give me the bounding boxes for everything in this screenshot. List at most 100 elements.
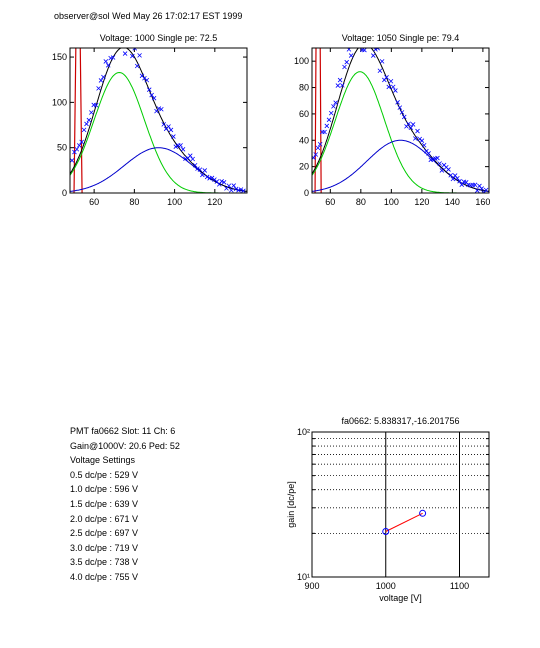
data-point — [137, 53, 142, 58]
data-point — [419, 138, 425, 143]
data-point — [408, 125, 414, 131]
x-tick-label: 100 — [384, 197, 399, 207]
data-point — [146, 87, 152, 92]
data-point — [386, 84, 392, 90]
data-point — [328, 110, 334, 116]
plot-area — [70, 48, 247, 193]
data-point — [190, 156, 195, 162]
data-point — [448, 172, 453, 178]
data-point — [397, 105, 403, 110]
data-point — [241, 188, 246, 193]
data-point — [401, 114, 407, 120]
data-point — [315, 145, 321, 151]
data-point — [105, 63, 111, 68]
x-tick-label: 900 — [304, 581, 319, 591]
data-point — [204, 174, 210, 180]
data-point — [370, 53, 376, 58]
plot-frame — [69, 47, 248, 194]
y-tick-label: 10² — [297, 427, 310, 437]
data-point — [122, 51, 128, 56]
y-tick-label: 150 — [52, 52, 67, 62]
plot-frame — [311, 431, 490, 578]
data-point — [195, 166, 200, 171]
y-tick-label: 40 — [299, 135, 309, 145]
data-point — [238, 187, 244, 192]
data-point — [474, 188, 480, 193]
data-point — [344, 59, 349, 65]
data-point — [446, 167, 451, 172]
data-point — [233, 186, 239, 192]
x-tick-label: 1100 — [450, 581, 469, 591]
y-tick-label: 80 — [299, 83, 309, 93]
data-point — [70, 158, 75, 163]
y-axis-label: gain [dc/pe] — [286, 481, 296, 528]
data-point — [324, 123, 330, 129]
gain-point — [419, 509, 427, 517]
data-point — [231, 183, 237, 188]
info-line: PMT fa0662 Slot: 11 Ch: 6 — [70, 426, 176, 436]
data-point — [353, 48, 358, 49]
gain-fit-line — [385, 512, 423, 532]
data-point — [362, 48, 367, 53]
data-point — [81, 127, 87, 133]
pmt-info-block: PMT fa0662 Slot: 11 Ch: 6 Gain@1000V: 20… — [70, 424, 180, 585]
data-point — [226, 183, 232, 189]
data-point — [103, 59, 109, 64]
data-point — [216, 182, 222, 187]
data-point — [337, 77, 343, 83]
x-tick-label: 120 — [207, 197, 222, 207]
data-point — [101, 74, 106, 80]
data-point — [377, 68, 383, 74]
data-point — [144, 77, 150, 83]
data-point — [151, 95, 157, 101]
data-point — [86, 117, 92, 123]
data-point — [331, 104, 336, 109]
data-point — [457, 178, 462, 184]
data-point — [333, 100, 338, 105]
data-point — [399, 110, 405, 115]
pedestal-peak — [73, 48, 83, 193]
total-fit-curve — [312, 48, 489, 192]
data-point — [388, 78, 394, 84]
data-point — [439, 168, 445, 173]
data-point — [421, 142, 427, 148]
data-point — [413, 136, 418, 141]
data-point — [168, 127, 174, 133]
data-point — [110, 55, 116, 60]
data-point — [149, 92, 154, 98]
data-point — [171, 134, 176, 139]
data-point — [395, 100, 400, 105]
data-point — [326, 117, 332, 123]
data-point — [340, 83, 345, 88]
data-point — [415, 128, 420, 134]
data-point — [161, 122, 167, 127]
first-pe-fit-curve — [312, 71, 489, 193]
gain-point — [382, 527, 390, 535]
data-point — [219, 178, 224, 184]
data-point — [130, 53, 135, 59]
x-tick-label: 60 — [89, 197, 99, 207]
info-line: 2.0 dc/pe : 671 V — [70, 513, 139, 524]
x-tick-label: 60 — [325, 197, 335, 207]
y-tick-label: 20 — [299, 162, 309, 172]
y-tick-label: 60 — [299, 109, 309, 119]
x-tick-label: 140 — [445, 197, 460, 207]
data-point — [180, 147, 186, 152]
data-point — [479, 186, 484, 191]
data-point — [472, 182, 478, 188]
data-point — [390, 84, 396, 90]
data-point — [221, 180, 227, 185]
data-point — [142, 75, 147, 81]
plot-frame — [311, 47, 490, 194]
y-tick-label: 10¹ — [297, 572, 310, 582]
data-point — [317, 141, 323, 147]
data-point — [187, 153, 193, 158]
info-line: 2.5 dc/pe : 697 V — [70, 528, 139, 539]
chart-title: Voltage: 1050 Single pe: 79.4 — [342, 33, 460, 43]
data-point — [322, 129, 327, 135]
data-point — [313, 152, 319, 157]
data-point — [348, 53, 354, 58]
plot-header: observer@sol Wed May 26 17:02:17 EST 199… — [54, 11, 243, 21]
y-tick-label: 100 — [52, 97, 67, 107]
